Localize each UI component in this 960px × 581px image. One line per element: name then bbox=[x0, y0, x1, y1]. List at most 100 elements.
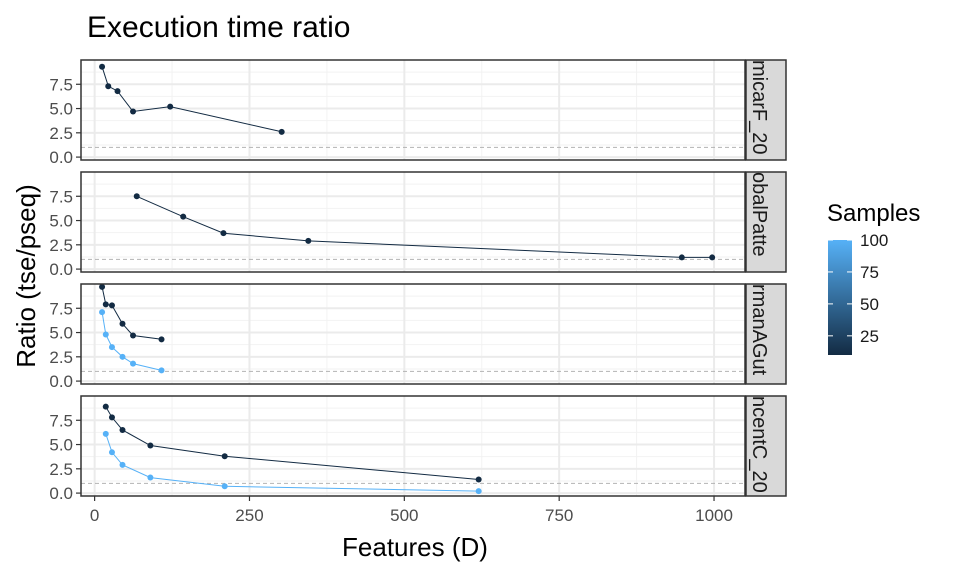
y-tick-label: 2.5 bbox=[49, 236, 73, 255]
data-point bbox=[114, 88, 121, 95]
data-point bbox=[119, 461, 126, 468]
panel-border bbox=[80, 171, 746, 273]
panel-border bbox=[80, 59, 746, 161]
series-line bbox=[101, 312, 162, 371]
data-point bbox=[108, 302, 115, 309]
facet-panel: 0.0 2.5 5.0 7.5 ncentC_20 bbox=[49, 395, 787, 503]
facet-panel: 0.0 2.5 5.0 7.5 micarF_20 bbox=[49, 59, 787, 167]
data-point bbox=[220, 230, 227, 237]
facet-strip: micarF_20 bbox=[745, 59, 787, 161]
strip-label: micarF_20 bbox=[748, 60, 770, 154]
y-tick-label: 7.5 bbox=[49, 75, 73, 94]
data-point bbox=[105, 83, 112, 90]
data-point bbox=[99, 63, 106, 70]
panel-border bbox=[80, 283, 746, 385]
colorbar-tick-label: 100 bbox=[860, 231, 888, 250]
data-point bbox=[278, 128, 285, 135]
y-tick-label: 2.5 bbox=[49, 124, 73, 143]
colorbar-tick-label: 50 bbox=[860, 295, 879, 314]
strip-label: ncentC_20 bbox=[748, 396, 770, 493]
strip-label: rmanAGut bbox=[748, 284, 770, 376]
colorbar-tick-label: 25 bbox=[860, 327, 879, 346]
data-point bbox=[102, 430, 109, 437]
data-point bbox=[133, 193, 140, 200]
facet-strip: obalPatte bbox=[745, 171, 787, 273]
series-line bbox=[105, 433, 479, 492]
strip-label-wrap: rmanAGut bbox=[748, 284, 770, 376]
facet-panels: 0.0 2.5 5.0 7.5 micarF_20 0.0 2.5 5.0 7.5 obalPat… bbox=[49, 59, 787, 525]
colorbar-tick-label: 75 bbox=[860, 263, 879, 282]
data-point bbox=[305, 237, 312, 244]
data-point bbox=[102, 331, 109, 338]
data-point bbox=[221, 483, 228, 490]
data-point bbox=[180, 213, 187, 220]
data-point bbox=[158, 336, 165, 343]
y-tick-label: 0.0 bbox=[49, 484, 73, 503]
colorbar bbox=[828, 240, 852, 355]
data-point bbox=[147, 474, 154, 481]
y-tick-label: 2.5 bbox=[49, 460, 73, 479]
strip-background bbox=[745, 283, 787, 385]
data-point bbox=[167, 103, 174, 110]
strip-label-wrap: obalPatte bbox=[748, 172, 770, 257]
strip-label: obalPatte bbox=[748, 172, 770, 257]
y-tick-label: 5.0 bbox=[49, 324, 73, 343]
y-tick-label: 5.0 bbox=[49, 436, 73, 455]
data-point bbox=[102, 301, 109, 308]
data-point bbox=[99, 309, 106, 316]
strip-background bbox=[745, 395, 787, 497]
y-tick-label: 7.5 bbox=[49, 187, 73, 206]
y-tick-label: 7.5 bbox=[49, 411, 73, 430]
data-point bbox=[130, 332, 137, 339]
data-point bbox=[158, 367, 165, 374]
x-tick-label: 1000 bbox=[695, 506, 733, 525]
data-point bbox=[221, 453, 228, 460]
data-point bbox=[475, 488, 482, 495]
data-point bbox=[709, 254, 716, 261]
facet-strip: ncentC_20 bbox=[745, 395, 787, 497]
data-point bbox=[99, 283, 106, 290]
y-tick-label: 5.0 bbox=[49, 212, 73, 231]
strip-background bbox=[745, 59, 787, 161]
x-axis-label: Features (D) bbox=[342, 532, 488, 562]
data-point bbox=[119, 320, 126, 327]
y-tick-label: 5.0 bbox=[49, 100, 73, 119]
x-tick-label: 500 bbox=[390, 506, 418, 525]
data-point bbox=[130, 108, 137, 115]
y-tick-label: 0.0 bbox=[49, 260, 73, 279]
data-point bbox=[119, 426, 126, 433]
data-point bbox=[130, 360, 137, 367]
data-point bbox=[102, 403, 109, 410]
y-tick-label: 0.0 bbox=[49, 372, 73, 391]
data-point bbox=[475, 476, 482, 483]
series-line bbox=[101, 66, 282, 133]
y-tick-label: 7.5 bbox=[49, 299, 73, 318]
y-tick-label: 2.5 bbox=[49, 348, 73, 367]
y-axis-label: Ratio (tse/pseq) bbox=[11, 184, 41, 368]
strip-background bbox=[745, 171, 787, 273]
strip-label-wrap: micarF_20 bbox=[748, 60, 770, 154]
facet-strip: rmanAGut bbox=[745, 283, 787, 385]
y-tick-label: 0.0 bbox=[49, 148, 73, 167]
chart-title: Execution time ratio bbox=[87, 11, 350, 44]
panel-background bbox=[81, 60, 745, 160]
strip-label-wrap: ncentC_20 bbox=[748, 396, 770, 493]
series-line bbox=[136, 195, 713, 258]
panel-background bbox=[81, 396, 745, 496]
x-tick-label: 250 bbox=[235, 506, 263, 525]
panel-background bbox=[81, 284, 745, 384]
legend-title: Samples bbox=[827, 200, 920, 227]
data-point bbox=[119, 353, 126, 360]
x-tick-label: 750 bbox=[545, 506, 573, 525]
data-point bbox=[678, 254, 685, 261]
x-tick-label: 0 bbox=[90, 506, 99, 525]
data-point bbox=[147, 442, 154, 449]
data-point bbox=[108, 344, 115, 351]
facet-panel: 0.0 2.5 5.0 7.5 obalPatte bbox=[49, 171, 787, 279]
data-point bbox=[108, 414, 115, 421]
facet-panel: 0.0 2.5 5.0 7.5 rmanAGut bbox=[49, 283, 787, 391]
panel-border bbox=[80, 395, 746, 497]
color-legend: 25 50 75 100 bbox=[828, 231, 888, 355]
